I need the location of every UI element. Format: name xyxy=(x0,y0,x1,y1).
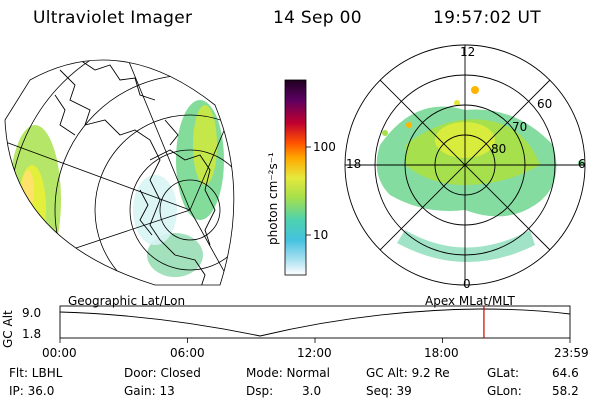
x-tick-0600: 06:00 xyxy=(170,346,205,360)
timeline-left-label: Geographic Lat/Lon xyxy=(68,294,186,308)
lat-label-80: 80 xyxy=(491,142,507,156)
door-status: Door: Closed xyxy=(124,366,201,380)
mlt-label-0: 0 xyxy=(463,277,471,291)
lat-label-60: 60 xyxy=(537,97,553,111)
polar-auroral-plot xyxy=(344,44,586,286)
timeline-y-tick-low: 1.8 xyxy=(22,327,42,341)
mlt-label-6: 6 xyxy=(578,157,586,171)
timeline-y-axis-title: GC Alt xyxy=(1,310,15,348)
timeline-y-tick-high: 9.0 xyxy=(22,306,42,320)
flight-info: Flt: LBHL xyxy=(9,366,63,380)
mlt-label-12: 12 xyxy=(460,45,476,59)
glon-label: GLon: xyxy=(487,384,522,398)
dsp-label: Dsp: xyxy=(246,384,274,398)
observation-time: 19:57:02 UT xyxy=(433,8,541,28)
ip-info: IP: 36.0 xyxy=(9,384,55,398)
gain-info: Gain: 13 xyxy=(124,384,175,398)
timeline-right-label: Apex MLat/MLT xyxy=(425,294,515,308)
glon-value: 58.2 xyxy=(552,384,579,398)
x-tick-2359: 23:59 xyxy=(554,346,589,360)
x-tick-0000: 00:00 xyxy=(42,346,77,360)
instrument-title: Ultraviolet Imager xyxy=(33,8,193,28)
colorbar-tick-10: 10 xyxy=(313,228,329,242)
glat-label: GLat: xyxy=(487,366,520,380)
x-tick-1200: 12:00 xyxy=(297,346,332,360)
dsp-value: 3.0 xyxy=(302,384,322,398)
timeline-plot xyxy=(59,305,571,343)
colorbar xyxy=(284,79,311,276)
colorbar-unit-label: photon cm⁻²s⁻¹ xyxy=(266,152,280,245)
seq-info: Seq: 39 xyxy=(366,384,412,398)
observation-date: 14 Sep 00 xyxy=(273,8,362,28)
mlt-label-18: 18 xyxy=(346,157,362,171)
geographic-map-image xyxy=(4,59,235,286)
glat-value: 64.6 xyxy=(552,366,579,380)
lat-label-70: 70 xyxy=(512,120,528,134)
gc-alt-info: GC Alt: 9.2 Re xyxy=(366,366,450,380)
colorbar-tick-100: 100 xyxy=(313,140,336,154)
x-tick-1800: 18:00 xyxy=(424,346,459,360)
mode-info: Mode: Normal xyxy=(246,366,330,380)
